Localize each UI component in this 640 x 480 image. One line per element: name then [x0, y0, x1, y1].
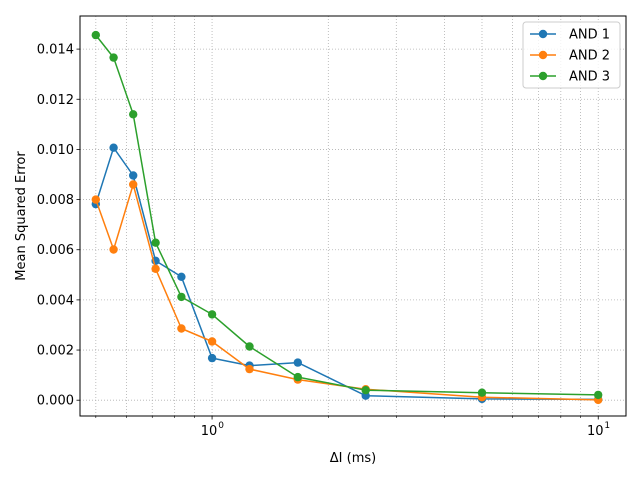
data-point	[177, 292, 186, 302]
y-tick-label: 0.006	[37, 243, 74, 258]
data-point	[151, 238, 160, 247]
x-tick-label: 10	[587, 424, 604, 439]
x-tick-label: 10	[201, 424, 218, 439]
x-axis-label: ΔI (ms)	[330, 451, 376, 466]
legend-label: AND 3	[569, 70, 610, 85]
y-tick-label: 0.000	[37, 394, 74, 409]
data-point	[293, 372, 302, 382]
y-tick-label: 0.012	[37, 93, 74, 108]
legend-marker	[538, 29, 548, 39]
y-tick-label: 0.002	[37, 344, 74, 359]
data-point	[477, 388, 487, 397]
plot-frame	[79, 15, 627, 417]
y-tick-label: 0.008	[37, 193, 74, 208]
legend: AND 1 AND 2 AND 3	[522, 21, 621, 89]
legend-box	[522, 21, 621, 89]
y-axis-label: Mean Squared Error	[14, 151, 29, 281]
data-point	[151, 264, 160, 273]
data-point	[207, 310, 217, 319]
data-point	[109, 245, 118, 254]
data-point	[594, 390, 603, 400]
data-point	[245, 364, 254, 374]
legend-label: AND 1	[569, 28, 610, 43]
data-point	[245, 342, 254, 351]
axis-ticks: 10 0 10 10.0000.0020.0040.0060.0080.0100.01…	[37, 43, 610, 439]
data-point	[129, 171, 138, 180]
y-tick-label: 0.004	[37, 293, 74, 308]
data-point	[177, 324, 186, 333]
data-point	[109, 143, 118, 152]
legend-marker	[538, 71, 548, 81]
y-tick-label: 0.010	[37, 143, 74, 158]
data-point	[109, 53, 118, 62]
data-point	[361, 386, 370, 395]
legend-label: AND 2	[569, 49, 610, 64]
y-tick-label: 0.014	[37, 43, 74, 58]
data-point	[177, 272, 186, 281]
data-point	[129, 180, 138, 189]
data-point	[293, 358, 302, 367]
series-lines	[91, 30, 603, 405]
data-point	[91, 195, 101, 204]
x-tick-exponent: 1	[604, 421, 610, 431]
data-point	[129, 110, 138, 119]
data-point	[207, 353, 217, 363]
series-3	[91, 30, 603, 400]
data-point	[207, 337, 217, 346]
x-tick-exponent: 0	[218, 421, 224, 431]
legend-marker	[538, 50, 548, 60]
data-point	[91, 30, 101, 40]
